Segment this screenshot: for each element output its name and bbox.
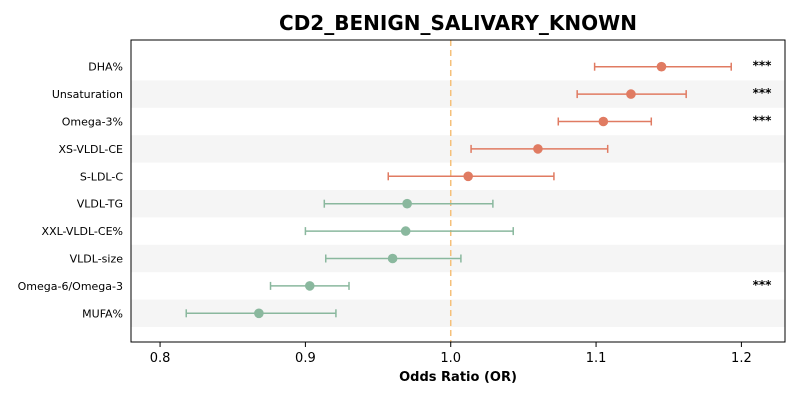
row-label: XS-VLDL-CE: [58, 143, 123, 156]
data-row: XXL-VLDL-CE%: [42, 225, 514, 238]
x-tick-label: 1.0: [440, 351, 461, 366]
or-point: [463, 171, 473, 182]
row-label: XXL-VLDL-CE%: [42, 225, 123, 238]
data-row: Omega-3% ***: [62, 114, 772, 129]
significance-marker: ***: [753, 86, 773, 100]
row-label: MUFA%: [82, 307, 123, 320]
x-tick-label: 0.8: [150, 351, 171, 366]
or-point: [254, 308, 264, 319]
row-band: [131, 135, 785, 163]
significance-marker: ***: [753, 59, 773, 73]
or-point: [304, 281, 315, 291]
row-label: Unsaturation: [52, 88, 123, 101]
data-row: DHA% ***: [88, 59, 772, 74]
x-tick-label: 1.2: [731, 351, 752, 366]
data-row: Omega-6/Omega-3 ***: [18, 278, 773, 293]
data-row: VLDL-size: [70, 253, 462, 266]
significance-marker: ***: [753, 114, 773, 128]
data-row: VLDL-TG: [77, 198, 494, 211]
data-rows: DHA% *** Unsaturation *** Omega-3% *** XS-VLDL…: [18, 59, 773, 321]
or-point: [402, 198, 412, 209]
data-row: XS-VLDL-CE: [58, 143, 609, 156]
row-label: VLDL-size: [70, 253, 124, 266]
x-axis-ticks: 0.8 0.9 1.0 1.1 1.2: [150, 342, 752, 366]
plot-frame: [130, 39, 786, 343]
or-point: [598, 116, 609, 127]
x-axis-label: Odds Ratio (OR): [399, 370, 517, 385]
or-point: [400, 226, 411, 236]
x-tick-label: 1.1: [586, 351, 607, 366]
x-tick-label: 0.9: [295, 351, 316, 366]
data-row: S-LDL-C: [80, 170, 555, 183]
row-label: DHA%: [88, 61, 123, 74]
row-label: Omega-3%: [62, 116, 123, 129]
row-label: VLDL-TG: [77, 198, 123, 211]
row-label: S-LDL-C: [80, 170, 123, 183]
data-row: Unsaturation ***: [52, 86, 772, 101]
chart-title: CD2_BENIGN_SALIVARY_KNOWN: [279, 11, 637, 35]
or-point: [656, 61, 667, 72]
or-point: [387, 253, 398, 264]
or-point: [626, 89, 636, 99]
data-row: MUFA%: [82, 307, 337, 320]
or-point: [533, 144, 543, 154]
significance-marker: ***: [753, 278, 773, 292]
row-label: Omega-6/Omega-3: [18, 280, 123, 293]
